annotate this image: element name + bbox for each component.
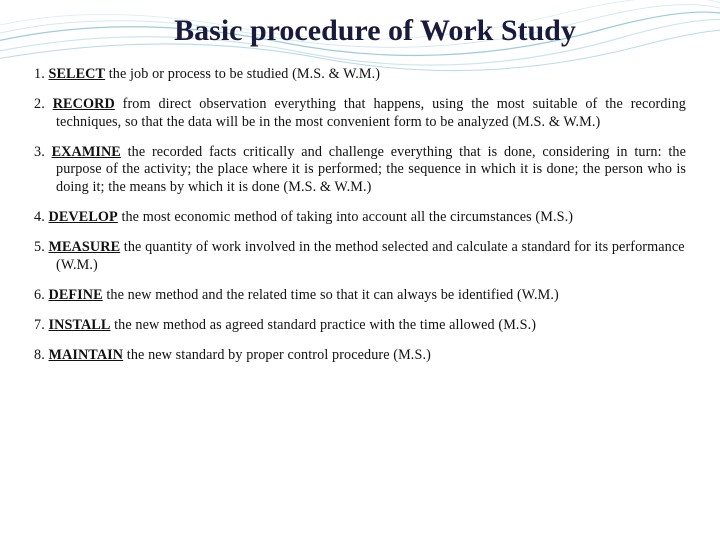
- item-number: 1.: [34, 66, 45, 82]
- item-keyword: INSTALL: [49, 317, 111, 333]
- procedure-item: 3. EXAMINE the recorded facts critically…: [34, 144, 686, 196]
- item-text: the job or process to be studied (M.S. &…: [105, 66, 380, 82]
- item-keyword: EXAMINE: [52, 144, 121, 160]
- procedure-item: 4. DEVELOP the most economic method of t…: [34, 209, 686, 226]
- procedure-item: 7. INSTALL the new method as agreed stan…: [34, 317, 686, 334]
- item-text: the most economic method of taking into …: [118, 209, 573, 225]
- slide-content: Basic procedure of Work Study 1. SELECT …: [0, 0, 720, 388]
- procedure-item: 5. MEASURE the quantity of work involved…: [34, 239, 686, 274]
- item-text: the new method and the related time so t…: [103, 287, 559, 303]
- item-number: 6.: [34, 287, 45, 303]
- procedure-item: 6. DEFINE the new method and the related…: [34, 287, 686, 304]
- item-keyword: DEVELOP: [49, 209, 118, 225]
- item-text: from direct observation everything that …: [56, 96, 686, 129]
- item-number: 4.: [34, 209, 45, 225]
- item-text: the new method as agreed standard practi…: [110, 317, 536, 333]
- procedure-item: 2. RECORD from direct observation everyt…: [34, 96, 686, 131]
- item-number: 2.: [34, 96, 45, 112]
- item-text: the quantity of work involved in the met…: [56, 239, 685, 272]
- item-keyword: DEFINE: [49, 287, 103, 303]
- item-number: 5.: [34, 239, 45, 255]
- page-title: Basic procedure of Work Study: [64, 14, 686, 48]
- item-keyword: SELECT: [49, 66, 106, 82]
- procedure-item: 1. SELECT the job or process to be studi…: [34, 66, 686, 83]
- procedure-item: 8. MAINTAIN the new standard by proper c…: [34, 347, 686, 364]
- item-text: the recorded facts critically and challe…: [56, 144, 686, 195]
- item-number: 3.: [34, 144, 45, 160]
- item-number: 7.: [34, 317, 45, 333]
- item-number: 8.: [34, 347, 45, 363]
- item-text: the new standard by proper control proce…: [123, 347, 431, 363]
- item-keyword: MAINTAIN: [49, 347, 124, 363]
- item-keyword: MEASURE: [49, 239, 121, 255]
- procedure-list: 1. SELECT the job or process to be studi…: [34, 66, 686, 365]
- item-keyword: RECORD: [53, 96, 115, 112]
